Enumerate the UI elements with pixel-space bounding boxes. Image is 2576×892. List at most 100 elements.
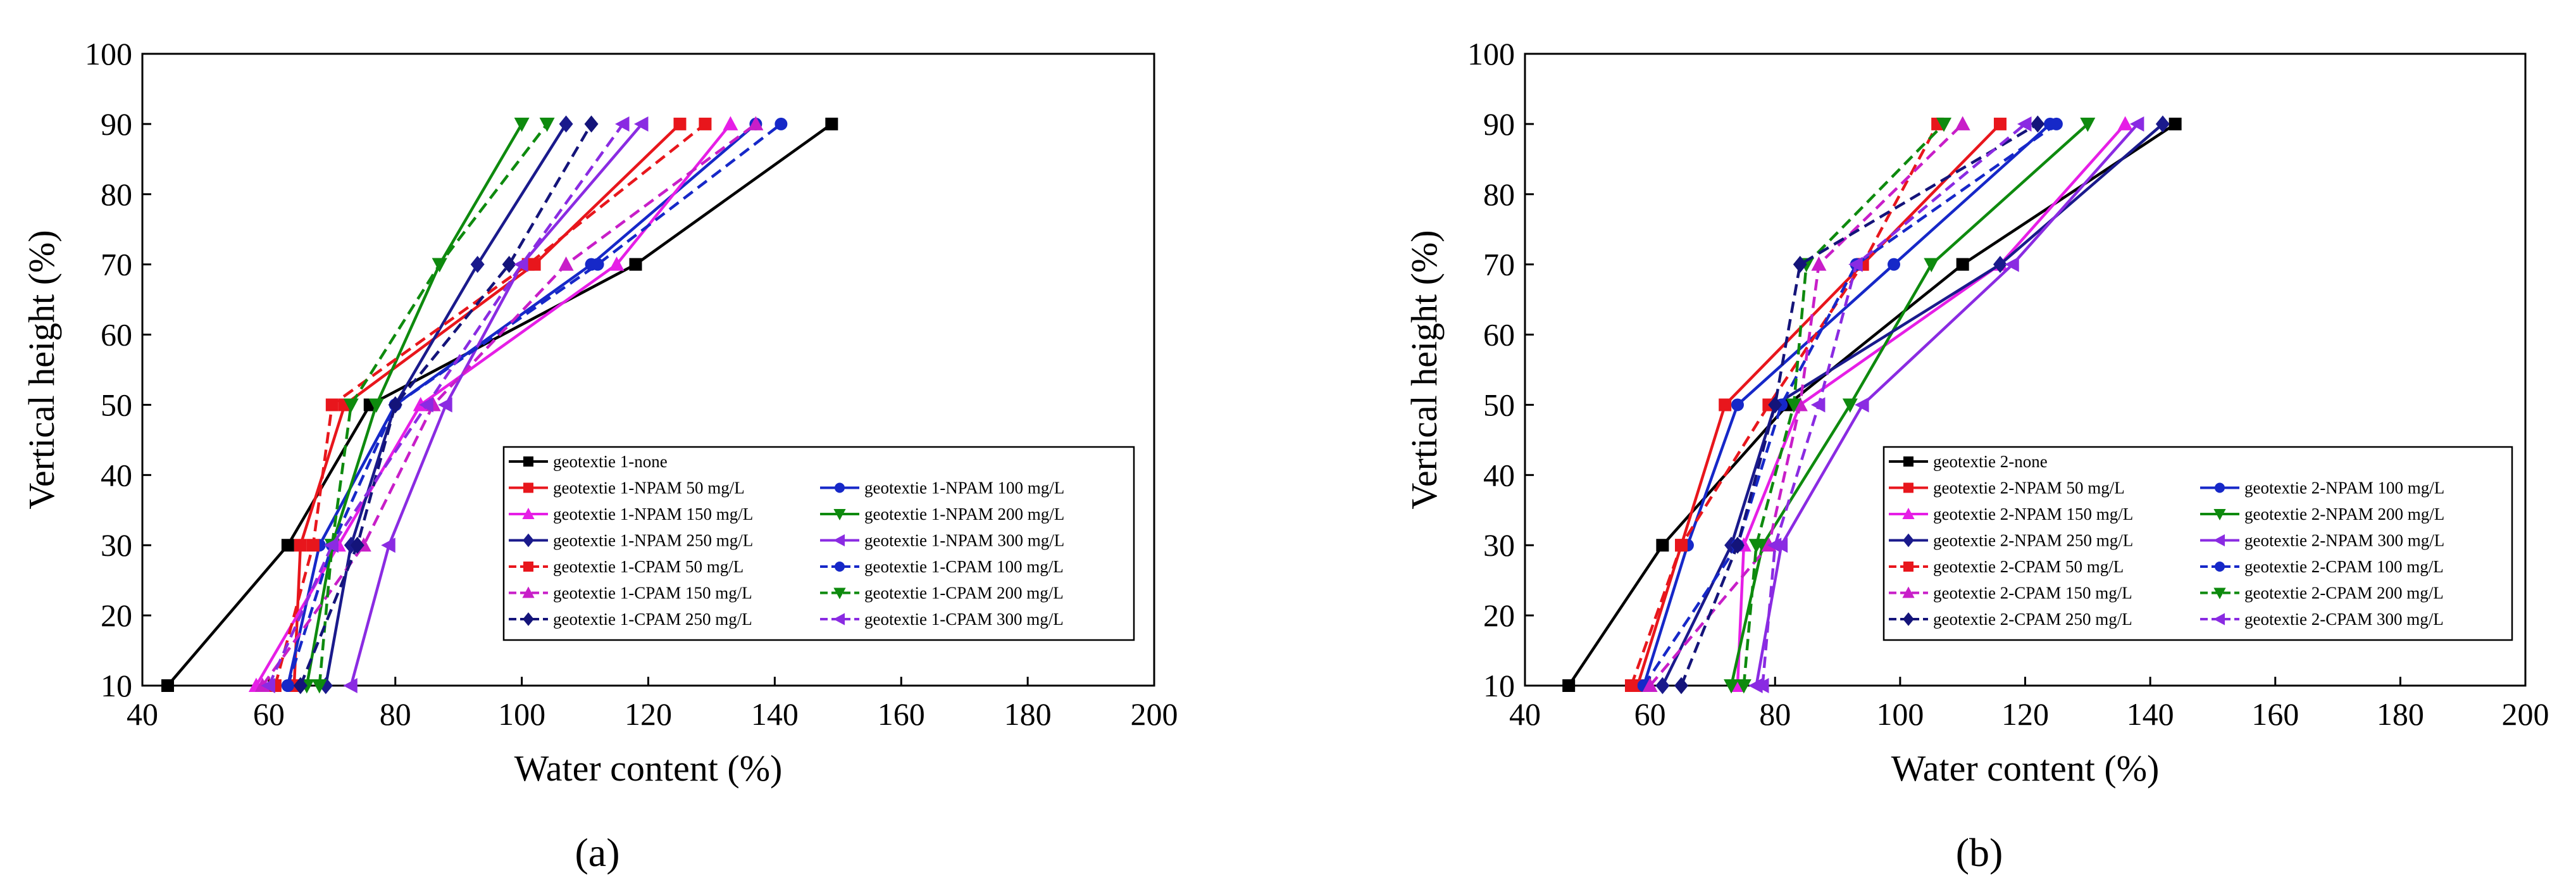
legend-marker [522, 508, 535, 519]
y-tick-label: 70 [101, 247, 132, 282]
legend-marker [2213, 534, 2225, 547]
legend-box [502, 446, 1135, 641]
y-tick-label: 90 [1483, 106, 1515, 142]
y-tick-label: 50 [101, 387, 132, 422]
legend-entry: geotextie 1-NPAM 300 mg/L [820, 531, 1064, 550]
legend-label: geotextie 2-NPAM 200 mg/L [2244, 505, 2444, 524]
x-tick-label: 40 [1509, 696, 1541, 732]
series-12 [293, 115, 599, 694]
data-point [1768, 396, 1783, 413]
series-12 [1674, 115, 2045, 694]
data-point [1731, 398, 1744, 411]
data-point [2031, 115, 2045, 133]
x-tick-label: 200 [2502, 696, 2549, 732]
legend-entry: geotextie 1-NPAM 250 mg/L [509, 531, 753, 550]
data-point [615, 116, 630, 132]
panel-label-b: (b) [1956, 830, 2003, 875]
data-point [1855, 397, 1869, 413]
data-point [419, 397, 433, 413]
data-point [261, 678, 275, 693]
legend-label: geotextie 1-CPAM 200 mg/L [864, 584, 1064, 603]
x-tick-label: 140 [751, 696, 799, 732]
data-point [775, 117, 788, 130]
legend-label: geotextie 2-none [1933, 452, 2048, 471]
series-13 [1754, 116, 2032, 693]
legend-entry: geotextie 2-NPAM 250 mg/L [1889, 531, 2133, 550]
y-tick-label: 40 [1483, 457, 1515, 493]
y-tick-label: 50 [1483, 387, 1515, 422]
legend-label: geotextie 2-NPAM 50 mg/L [1933, 479, 2125, 498]
data-point [1724, 679, 1739, 694]
data-point [1748, 539, 1764, 553]
data-point [432, 258, 447, 273]
y-axis-title: Vertical height (%) [1403, 230, 1445, 509]
series-8 [268, 117, 712, 692]
data-point [343, 678, 358, 693]
data-point [1924, 258, 1939, 273]
data-point [2080, 117, 2096, 132]
legend-label: geotextie 2-CPAM 50 mg/L [1933, 557, 2124, 576]
data-point [294, 539, 307, 552]
y-tick-label: 60 [1483, 317, 1515, 353]
legend-marker [523, 562, 533, 572]
chart-panel-b: 40 60 80 100 120 140 160 180 200 10 20 30 40 50 60 70 80… [1403, 36, 2549, 789]
legend-label: geotextie 2-NPAM 300 mg/L [2244, 531, 2444, 550]
data-point [438, 397, 452, 413]
data-point [1674, 677, 1689, 694]
data-point [1624, 679, 1638, 692]
data-point [2168, 117, 2182, 130]
data-point [825, 117, 838, 130]
data-point [161, 679, 174, 692]
data-point [1848, 256, 1863, 272]
data-point [1719, 398, 1732, 411]
legend-label: geotextie 2-CPAM 100 mg/L [2244, 557, 2444, 576]
legend-marker [833, 534, 845, 547]
data-point [2129, 116, 2144, 132]
legend-entry: geotextie 1-CPAM 250 mg/L [509, 610, 752, 629]
legend: geotextie 1-none geotextie 1-NPAM 50 mg/L… [502, 446, 1135, 641]
panel-label-a: (a) [575, 830, 619, 875]
legend-label: geotextie 1-none [553, 452, 668, 471]
legend-box [1882, 446, 2513, 641]
legend-label: geotextie 1-CPAM 50 mg/L [553, 557, 744, 576]
data-point [1562, 679, 1576, 692]
x-tick-label: 140 [2127, 696, 2174, 732]
legend: geotextie 2-none geotextie 2-NPAM 50 mg/L… [1882, 446, 2513, 641]
x-tick-label: 120 [2001, 696, 2049, 732]
x-tick-label: 80 [380, 696, 411, 732]
x-axis-title: Water content (%) [1891, 748, 2160, 789]
legend-entry: geotextie 2-NPAM 200 mg/L [2200, 505, 2444, 524]
legend-marker [835, 562, 845, 572]
y-tick-label: 80 [101, 177, 132, 212]
y-tick-label: 90 [101, 106, 132, 142]
legend-label: geotextie 2-CPAM 300 mg/L [2244, 610, 2444, 629]
legend-entry: geotextie 2-NPAM 150 mg/L [1889, 505, 2133, 524]
series-1 [161, 117, 838, 692]
data-point [1754, 678, 1769, 693]
legend-entry: geotextie 2-CPAM 250 mg/L [1889, 610, 2132, 629]
legend-entry: geotextie 1-none [509, 452, 668, 471]
data-point [2017, 116, 2032, 132]
legend-marker [2213, 509, 2226, 520]
legend-entry: geotextie 1-CPAM 150 mg/L [509, 584, 752, 603]
x-tick-label: 160 [878, 696, 925, 732]
legend-marker [2215, 482, 2225, 493]
data-point [514, 117, 530, 132]
legend-entry: geotextie 2-CPAM 300 mg/L [2200, 610, 2444, 629]
legend-label: geotextie 2-CPAM 150 mg/L [1933, 584, 2132, 603]
legend-label: geotextie 1-CPAM 150 mg/L [553, 584, 752, 603]
series-line [318, 123, 549, 686]
x-axis-title: Water content (%) [514, 748, 783, 789]
legend-marker [1903, 456, 1913, 467]
legend-marker [523, 482, 533, 493]
data-point [293, 677, 308, 694]
legend-marker [523, 456, 533, 467]
data-point [723, 116, 738, 130]
data-point [539, 117, 555, 132]
legend-label: geotextie 2-NPAM 250 mg/L [1933, 531, 2133, 550]
data-point [324, 537, 339, 553]
data-point [2155, 115, 2170, 133]
data-point [629, 258, 642, 271]
legend-label: geotextie 1-CPAM 300 mg/L [864, 610, 1064, 629]
